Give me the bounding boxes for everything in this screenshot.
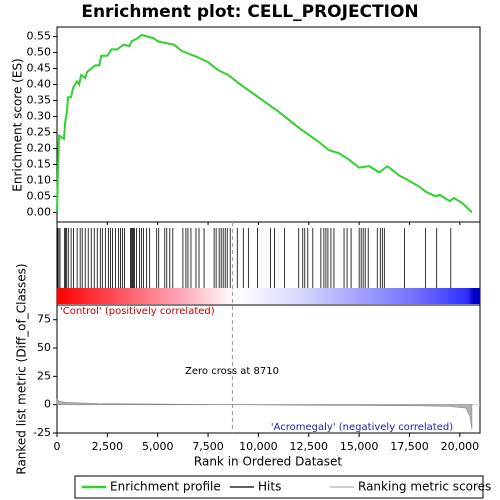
legend-label: Enrichment profile [110, 480, 221, 494]
y-tick-label: 75 [37, 313, 51, 326]
enrichment-line [56, 33, 473, 214]
y-axis-label: Ranked list metric (Diff_of_Classes) [15, 263, 29, 474]
y-tick-label: -25 [33, 426, 51, 439]
y-tick-label: 0.15 [27, 157, 52, 170]
y-tick-label: 25 [37, 369, 51, 382]
chart-title: Enrichment plot: CELL_PROJECTION [81, 2, 418, 22]
y-tick-label: 0.05 [27, 189, 52, 202]
x-tick-label: 20,000 [441, 440, 480, 453]
x-tick-label: 2,500 [92, 440, 124, 453]
x-tick-label: 0 [54, 440, 61, 453]
annotation: 'Control' (positively correlated) [60, 306, 215, 317]
x-axis-label: Rank in Ordered Dataset [194, 455, 342, 469]
y-tick-label: 0.45 [27, 62, 52, 75]
annotation: 'Acromegaly' (negatively correlated) [271, 422, 453, 433]
y-tick-label: 0.25 [27, 125, 52, 138]
y-tick-label: 0.10 [27, 173, 52, 186]
metric-panel [56, 304, 481, 434]
y-tick-label: 0.40 [27, 78, 52, 91]
y-tick-label: 0 [44, 398, 51, 411]
x-tick-label: 10,000 [239, 440, 278, 453]
y-axis-label: Enrichment score (ES) [11, 58, 25, 191]
x-tick-label: 12,500 [290, 440, 329, 453]
metric-area [56, 398, 473, 430]
x-tick-label: 17,500 [390, 440, 429, 453]
rank-gradient [57, 288, 480, 304]
x-tick-label: 15,000 [340, 440, 379, 453]
legend [74, 475, 484, 499]
y-tick-label: 0.50 [27, 46, 52, 59]
x-tick-label: 7,500 [192, 440, 224, 453]
legend-label: Hits [258, 480, 281, 494]
y-tick-label: 50 [37, 341, 51, 354]
y-tick-label: 0.30 [27, 110, 52, 123]
y-tick-label: 0.20 [27, 141, 52, 154]
y-tick-label: 0.35 [27, 94, 52, 107]
y-tick-label: 0.55 [27, 30, 52, 43]
y-tick-label: 0.00 [27, 205, 52, 218]
es-panel [56, 26, 481, 223]
x-tick-label: 5,000 [142, 440, 174, 453]
legend-label: Ranking metric scores [358, 480, 491, 494]
